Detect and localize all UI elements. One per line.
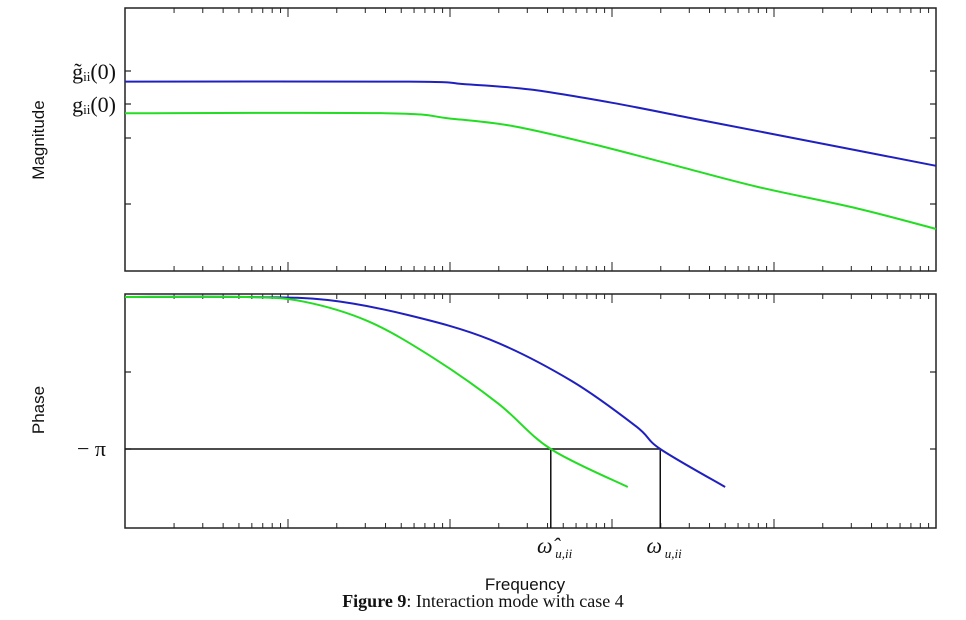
phase-frame [124, 293, 937, 529]
caption-text: : Interaction mode with case 4 [406, 591, 624, 611]
caption-bold: Figure 9 [342, 591, 407, 611]
phase-axis-label: Phase [29, 386, 48, 434]
crossover-marker-2-subscript: u,ii [665, 546, 682, 561]
magnitude-series-2-line [124, 111, 937, 230]
frequency-axis-label: Frequency [485, 575, 566, 594]
figure-caption: Figure 9: Interaction mode with case 4 [0, 591, 966, 612]
magnitude-tick-label: gᵢᵢ(0) [72, 92, 116, 117]
magnitude-axis-label: Magnitude [29, 100, 48, 179]
crossover-marker-1-subscript: u,ii [555, 546, 572, 561]
phase-series-2-line [125, 295, 629, 488]
magnitude-frame [124, 7, 937, 272]
magnitude-series-1-line [124, 80, 937, 167]
crossover-marker-2-symbol: ω [646, 533, 662, 558]
minus-pi-label: − π [77, 436, 106, 461]
magnitude-tick-label: g̃ᵢᵢ(0) [72, 59, 116, 84]
phase-series-1-line [125, 295, 726, 488]
